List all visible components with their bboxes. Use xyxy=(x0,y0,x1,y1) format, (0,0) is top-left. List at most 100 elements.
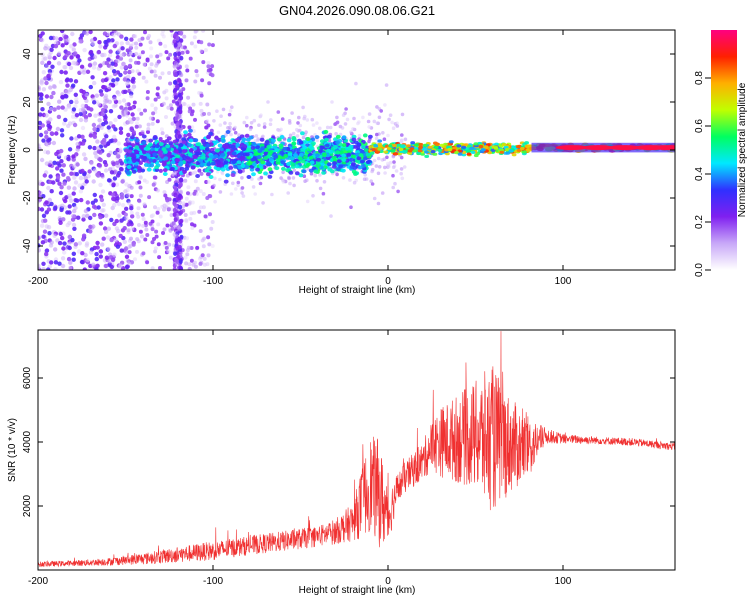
heatmap-cell xyxy=(158,214,163,219)
heatmap-cell xyxy=(146,122,151,127)
heatmap-cell xyxy=(155,188,160,193)
heatmap-cell xyxy=(251,185,256,189)
heatmap-cell xyxy=(335,140,340,145)
heatmap-cell xyxy=(321,191,326,196)
heatmap-cell xyxy=(92,61,98,66)
heatmap-cell xyxy=(151,213,156,218)
heatmap-cell xyxy=(126,228,131,233)
heatmap-cell xyxy=(135,211,140,216)
heatmap-cell xyxy=(305,199,310,204)
heatmap-cell xyxy=(187,262,192,267)
snr-x-label: Height of straight line (km) xyxy=(299,585,416,596)
heatmap-cell xyxy=(44,94,50,99)
heatmap-cell xyxy=(413,149,418,153)
heatmap-cell xyxy=(178,199,182,205)
heatmap-cell xyxy=(169,106,174,111)
heatmap-cell xyxy=(155,86,160,91)
heatmap-cell xyxy=(251,172,256,177)
heatmap-cell xyxy=(72,164,77,169)
heatmap-cell xyxy=(177,134,182,139)
y-tick-label: 4000 xyxy=(22,430,33,453)
colorbar-tick-label: 0.6 xyxy=(694,119,705,133)
heatmap-cell xyxy=(48,117,53,122)
heatmap-cell xyxy=(228,109,233,113)
heatmap-cell xyxy=(66,185,72,190)
heatmap-cell xyxy=(92,192,98,198)
heatmap-cell xyxy=(403,137,408,142)
heatmap-cell xyxy=(190,226,195,230)
y-tick-label: -20 xyxy=(22,190,33,205)
heatmap-cell xyxy=(286,162,291,166)
heatmap-cell xyxy=(391,165,396,170)
heatmap-cell xyxy=(147,34,152,38)
heatmap-cell xyxy=(118,56,124,61)
heatmap-cell xyxy=(399,155,404,160)
heatmap-cell xyxy=(220,167,226,172)
heatmap-cell xyxy=(130,226,135,231)
heatmap-cell xyxy=(315,138,320,143)
heatmap-cell xyxy=(336,159,342,164)
heatmap-cell xyxy=(145,138,150,143)
heatmap-cell xyxy=(100,242,105,247)
heatmap-cell xyxy=(131,242,136,247)
heatmap-cell xyxy=(206,61,211,65)
heatmap-cell xyxy=(351,154,356,159)
heatmap-cell xyxy=(383,171,387,175)
y-tick-label: 6000 xyxy=(22,366,33,389)
heatmap-cell xyxy=(341,113,346,117)
heatmap-cell xyxy=(134,51,139,56)
heatmap-cell xyxy=(240,186,245,190)
heatmap-cell xyxy=(335,120,340,125)
heatmap-cell xyxy=(172,201,177,207)
heatmap-cell xyxy=(398,147,404,151)
heatmap-cell xyxy=(121,98,127,103)
heatmap-cell xyxy=(215,148,220,153)
heatmap-cell xyxy=(170,121,175,126)
heatmap-cell xyxy=(102,52,107,58)
heatmap-cell xyxy=(142,202,147,207)
heatmap-cell xyxy=(47,231,52,236)
heatmap-cell xyxy=(49,189,54,194)
heatmap-cell xyxy=(103,263,109,269)
heatmap-cell xyxy=(186,185,191,190)
heatmap-cell xyxy=(362,156,368,161)
heatmap-cell xyxy=(120,179,125,184)
heatmap-cell xyxy=(501,142,507,147)
heatmap-cell xyxy=(104,213,109,218)
heatmap-cell xyxy=(39,157,45,163)
heatmap-cell xyxy=(127,63,132,68)
heatmap-cell xyxy=(104,255,110,260)
heatmap-cell xyxy=(94,154,99,159)
heatmap-cell xyxy=(267,167,273,172)
heatmap-cell xyxy=(218,177,222,182)
heatmap-cell xyxy=(365,160,371,165)
heatmap-cell xyxy=(175,112,180,118)
heatmap-cell xyxy=(95,240,100,246)
heatmap-cell xyxy=(206,68,211,73)
heatmap-cell xyxy=(318,126,322,131)
heatmap-cell xyxy=(100,189,106,194)
heatmap-cell xyxy=(173,52,178,57)
heatmap-cell xyxy=(41,138,46,143)
heatmap-cell xyxy=(150,219,155,224)
heatmap-cell xyxy=(183,213,188,217)
heatmap-cell xyxy=(391,154,396,159)
heatmap-cell xyxy=(206,235,211,240)
heatmap-cell xyxy=(48,160,53,165)
heatmap-cell xyxy=(44,80,49,86)
heatmap-cell xyxy=(220,152,226,157)
heatmap-cell xyxy=(200,78,205,83)
heatmap-cell xyxy=(313,169,319,174)
heatmap-cell xyxy=(193,30,198,34)
snr-frame xyxy=(37,329,676,571)
heatmap-cell xyxy=(234,138,240,142)
x-tick-label: -100 xyxy=(203,276,223,287)
heatmap-cell xyxy=(195,174,201,178)
heatmap-cell xyxy=(75,147,80,152)
heatmap-cell xyxy=(88,84,94,90)
heatmap-cell xyxy=(174,233,179,239)
heatmap-cell xyxy=(456,144,462,148)
heatmap-cell xyxy=(44,248,50,253)
heatmap-cell xyxy=(92,133,97,138)
heatmap-cell xyxy=(338,150,344,155)
